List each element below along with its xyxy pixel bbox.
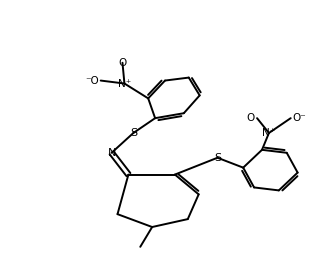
- Text: ⁻O: ⁻O: [85, 76, 99, 85]
- Text: S: S: [214, 153, 221, 163]
- Text: S: S: [130, 128, 137, 138]
- Text: N⁺: N⁺: [118, 78, 131, 89]
- Text: N⁺: N⁺: [262, 128, 276, 138]
- Text: O: O: [118, 58, 127, 68]
- Text: O: O: [247, 113, 255, 123]
- Text: N: N: [108, 148, 116, 158]
- Text: O⁻: O⁻: [293, 113, 306, 123]
